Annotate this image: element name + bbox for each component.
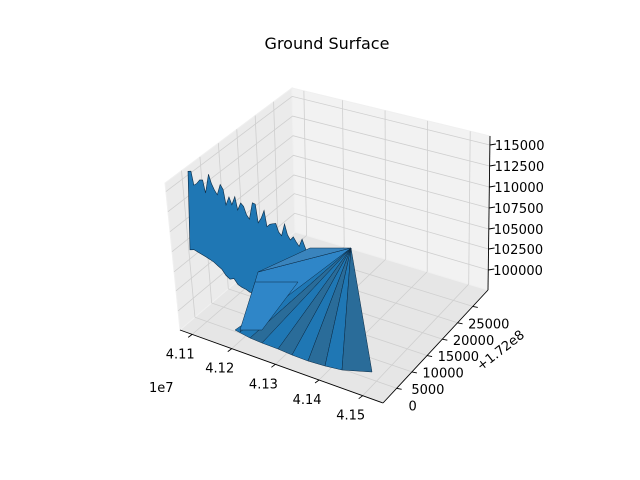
x-tick-mark — [271, 363, 276, 368]
y-tick-label: 20000 — [453, 334, 494, 349]
x-axis-line — [179, 329, 384, 404]
y-tick-label: 5000 — [411, 383, 444, 398]
z-tick-label: 110000 — [494, 181, 544, 196]
z-tick-label: 102500 — [494, 243, 544, 258]
ground-surface — [187, 170, 373, 373]
z-tick-mark — [488, 247, 495, 250]
z-tick-mark — [488, 227, 495, 230]
z-tick-label: 115000 — [495, 139, 545, 154]
surface-facet — [239, 281, 299, 331]
z-tick-mark — [488, 206, 496, 209]
y-tick-label: 10000 — [422, 367, 463, 382]
y-grid-line-wall — [273, 101, 279, 247]
z-grid-line — [177, 212, 489, 312]
z-tick-mark — [488, 268, 495, 271]
axis-lines — [179, 135, 491, 404]
y-tick-mark — [472, 305, 478, 308]
y-tick-mark — [411, 371, 417, 374]
x-tick-mark — [227, 348, 233, 352]
x-tick-label: 4.15 — [336, 409, 365, 424]
z-tick-label: 112500 — [495, 160, 545, 175]
x-tick-label: 4.11 — [166, 347, 195, 362]
surface-facet — [257, 247, 352, 273]
x-grid-line — [362, 283, 469, 396]
z-tick-mark — [489, 185, 496, 188]
z-grid-line — [165, 95, 490, 192]
x-grid-line-wall — [384, 110, 387, 260]
y-axis-line — [382, 289, 489, 404]
x-tick-label: 4.12 — [205, 362, 234, 377]
y-tick-label: 0 — [409, 399, 417, 414]
x-tick-label: 4.14 — [293, 393, 322, 408]
surface-facet — [341, 247, 373, 373]
x-tick-label: 4.13 — [249, 377, 278, 392]
y-tick-label: 25000 — [468, 317, 509, 332]
x-grid-line-wall — [342, 100, 345, 247]
x-tick-mark — [314, 379, 320, 384]
x-grid-line-wall — [468, 131, 471, 285]
x-axis-offset-text: 1e7 — [149, 381, 174, 396]
z-tick-label: 100000 — [493, 264, 543, 279]
z-tick-label: 107500 — [494, 202, 544, 217]
x-tick-mark — [187, 334, 193, 338]
z-tick-mark — [489, 164, 496, 167]
z-axis-line — [487, 135, 491, 291]
z-tick-mark — [489, 143, 496, 146]
y-grid-line-wall — [181, 170, 196, 318]
y-tick-mark — [457, 322, 463, 325]
chart-title: Ground Surface — [265, 34, 390, 53]
z-tick-label: 105000 — [494, 223, 544, 238]
z-axis-ticks: 100000 102500 105000 107500 110000 112500 1150… — [488, 139, 545, 279]
y-tick-label: 15000 — [438, 350, 479, 365]
x-tick-mark — [358, 395, 363, 400]
x-grid-line-wall — [303, 90, 307, 236]
y-tick-mark — [396, 387, 402, 390]
y-tick-mark — [442, 338, 448, 341]
x-axis-ticks: 4.11 4.12 4.13 4.14 4.15 — [166, 334, 365, 424]
y-tick-mark — [427, 355, 433, 357]
